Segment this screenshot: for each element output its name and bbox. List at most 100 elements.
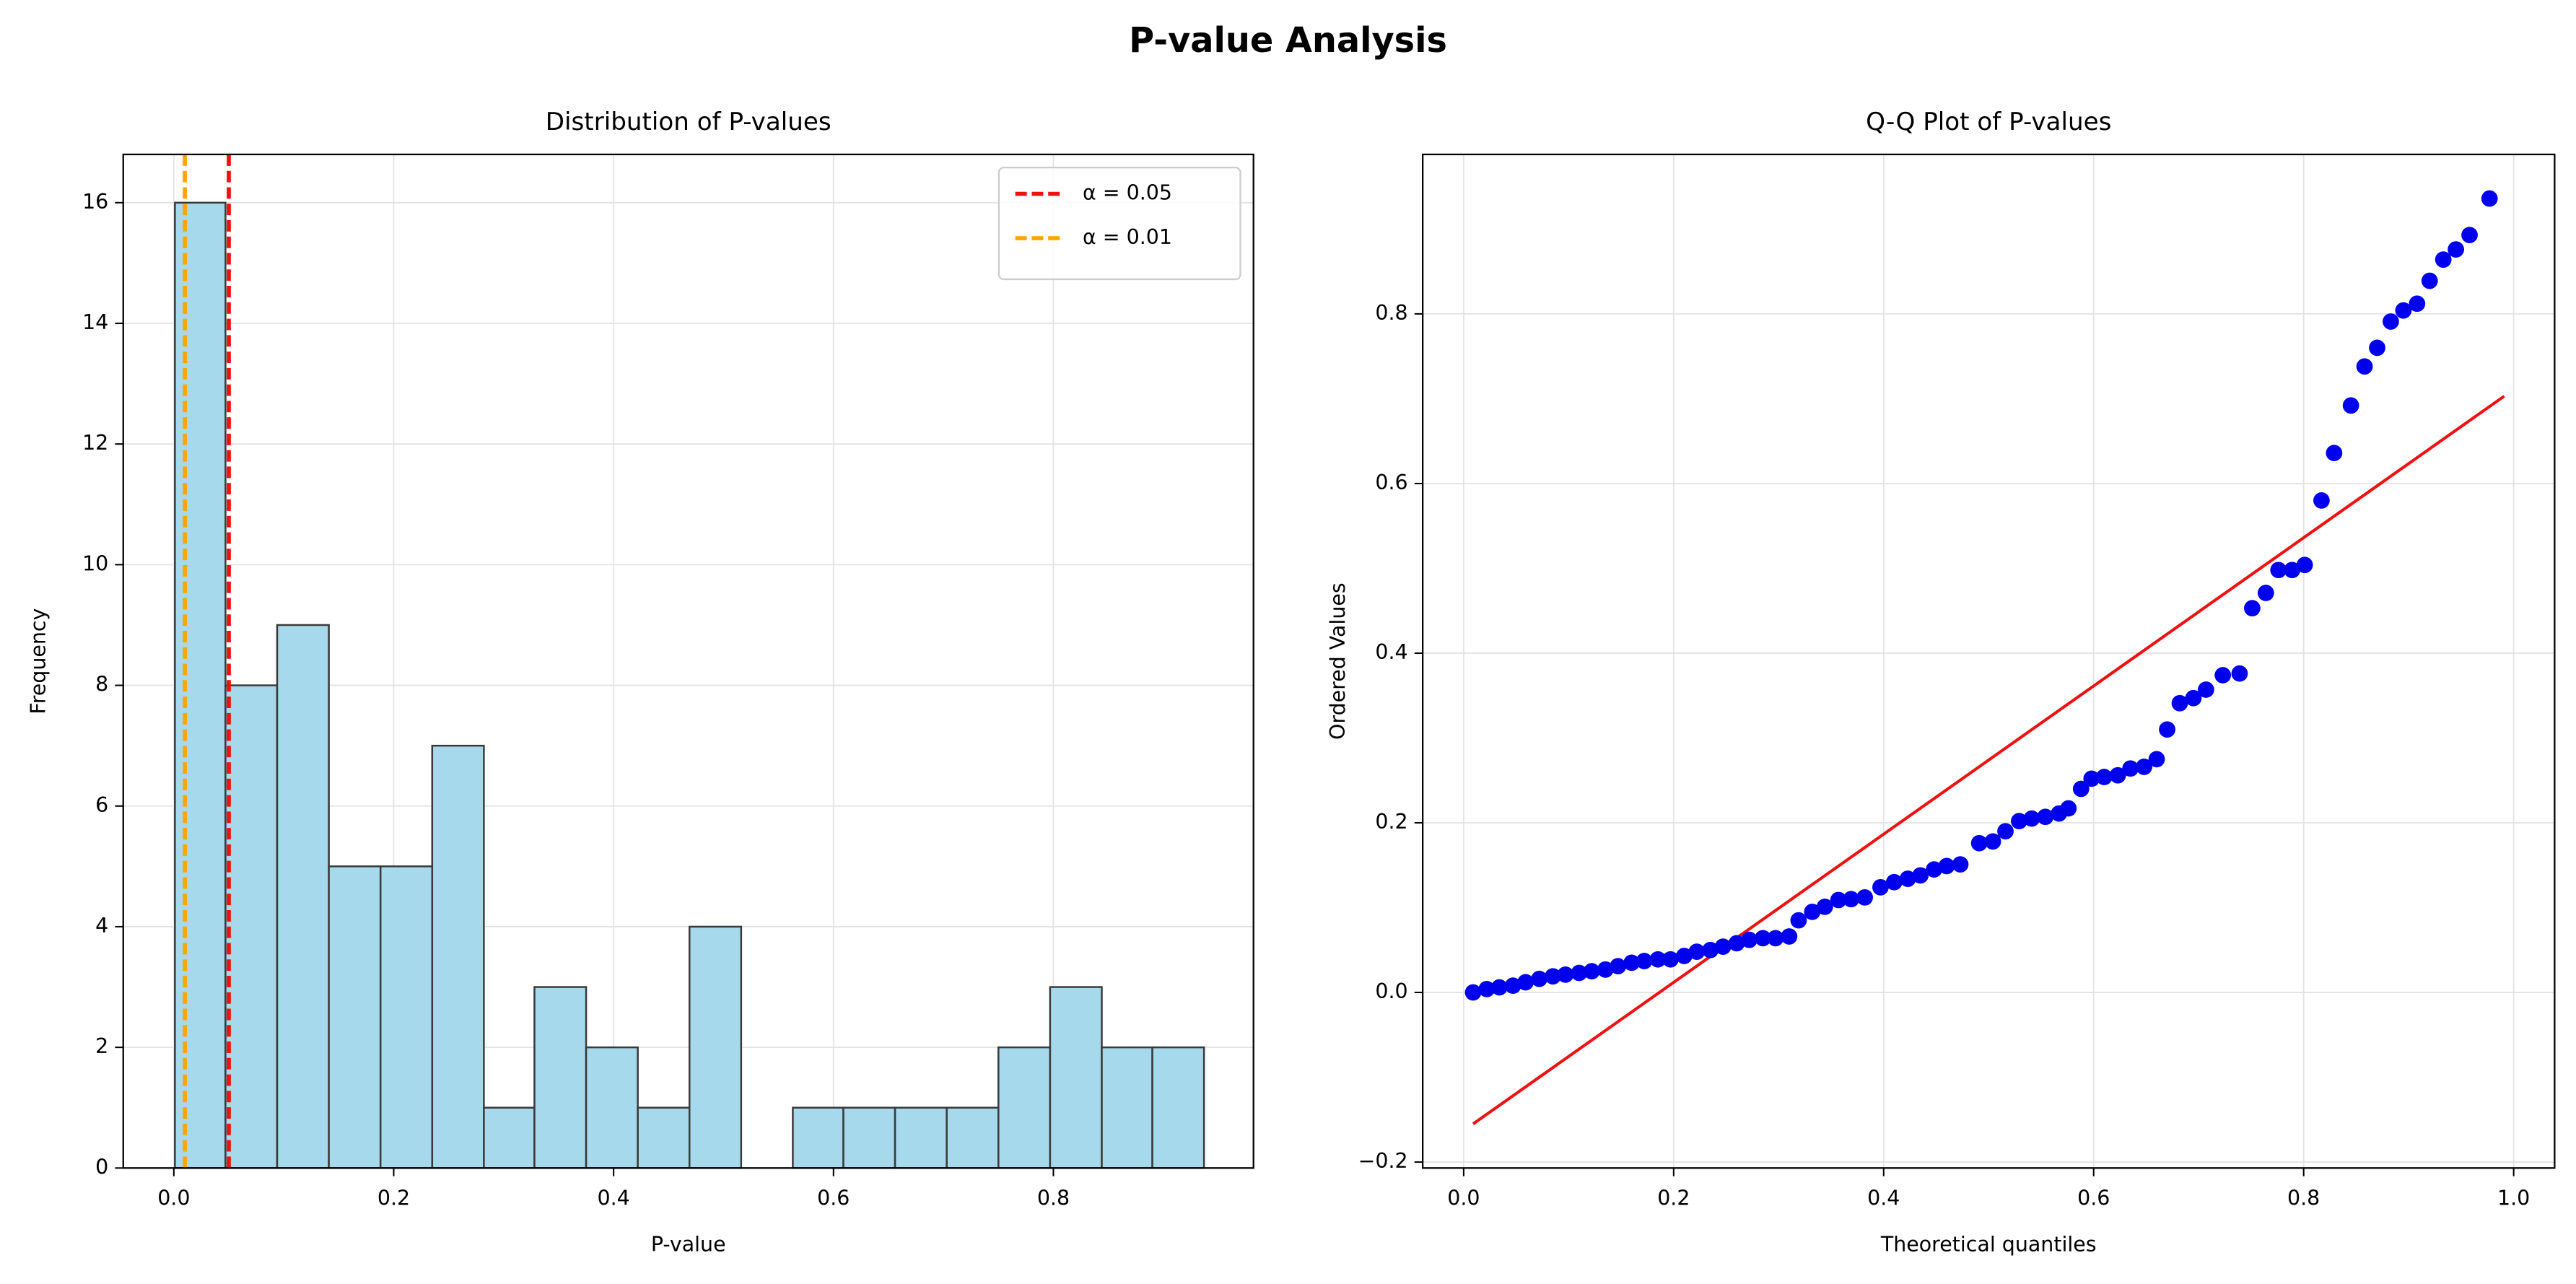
x-tick-label: 1.0 xyxy=(2497,1187,2530,1210)
y-tick-label: 2 xyxy=(95,1034,108,1058)
scatter-point xyxy=(1675,948,1693,964)
scatter-point xyxy=(2342,397,2359,414)
scatter-point xyxy=(1728,935,1745,952)
scatter-point xyxy=(1741,931,1758,948)
y-tick-label: 4 xyxy=(95,914,108,938)
scatter-point xyxy=(1885,873,1903,891)
y-tick-label: 8 xyxy=(95,673,108,696)
histogram-bar xyxy=(224,684,279,1169)
scatter-point xyxy=(2369,339,2385,357)
x-tick-label: 0.0 xyxy=(1447,1187,1480,1210)
scatter-point xyxy=(1531,970,1547,987)
scatter-point xyxy=(1804,904,1821,920)
y-tick-label: 12 xyxy=(82,431,108,455)
axes-title: Q-Q Plot of P-values xyxy=(1866,108,2111,136)
scatter-point xyxy=(2185,689,2202,707)
x-tick-label: 0.6 xyxy=(2077,1187,2110,1210)
y-tick-label: 0.4 xyxy=(1375,640,1407,664)
scatter-point xyxy=(1781,928,1798,945)
axes-frame xyxy=(1422,153,2556,1169)
y-tick-label: 0.2 xyxy=(1375,810,1407,834)
scatter-point xyxy=(1938,857,1955,875)
scatter-point xyxy=(1610,958,1627,974)
y-tick-label: 16 xyxy=(82,190,108,214)
scatter-point xyxy=(1830,891,1847,909)
histogram-bar xyxy=(431,744,485,1169)
y-axis-label: Frequency xyxy=(27,608,51,715)
histogram-bar xyxy=(585,1046,639,1169)
scatter-point xyxy=(2171,694,2188,712)
y-tick-label: −0.2 xyxy=(1358,1149,1408,1173)
scatter-point xyxy=(2060,800,2077,817)
scatter-point xyxy=(1571,964,1588,982)
scatter-point xyxy=(2284,562,2301,579)
histogram-bar xyxy=(533,986,588,1169)
x-axis-label: P-value xyxy=(651,1232,726,1256)
scatter-point xyxy=(1714,938,1732,955)
scatter-point xyxy=(2148,751,2165,768)
scatter-point xyxy=(1767,930,1784,947)
scatter-point xyxy=(1984,833,2001,850)
legend-label: α = 0.01 xyxy=(1083,225,1172,249)
scatter-point xyxy=(1816,898,1833,915)
figure-title: P-value Analysis xyxy=(1129,21,1447,61)
scatter-point xyxy=(2159,721,2175,738)
scatter-point xyxy=(2481,190,2498,207)
scatter-point xyxy=(1926,861,1942,878)
x-tick-label: 0.0 xyxy=(157,1187,190,1210)
scatter-point xyxy=(2448,241,2465,258)
scatter-point xyxy=(2037,808,2054,826)
axes-title: Distribution of P-values xyxy=(546,108,831,136)
scatter-point xyxy=(2326,445,2343,462)
scatter-point xyxy=(2409,295,2426,313)
histogram-bar xyxy=(328,865,382,1169)
scatter-point xyxy=(1912,867,1929,884)
scatter-point xyxy=(1490,979,1508,996)
scatter-point xyxy=(2435,251,2452,268)
scatter-point xyxy=(1755,930,1771,947)
scatter-point xyxy=(2383,313,2399,330)
scatter-point xyxy=(1517,974,1534,991)
scatter-point xyxy=(1557,966,1574,983)
scatter-point xyxy=(2122,760,2139,777)
scatter-point xyxy=(1856,889,1873,906)
scatter-point xyxy=(1843,891,1860,908)
fit-line xyxy=(1472,395,2505,1125)
scatter-point xyxy=(2109,767,2126,784)
x-tick-label: 0.8 xyxy=(1037,1187,1070,1210)
scatter-point xyxy=(1545,968,1561,985)
histogram-bar xyxy=(379,865,434,1169)
scatter-point xyxy=(2023,810,2040,827)
scatter-point xyxy=(2083,770,2100,787)
scatter-point xyxy=(1899,870,1916,887)
scatter-point xyxy=(1702,941,1719,958)
y-tick-label: 10 xyxy=(82,551,108,575)
y-tick-label: 14 xyxy=(82,310,108,334)
scatter-point xyxy=(2214,667,2232,684)
histogram-bar xyxy=(946,1106,1000,1169)
scatter-point xyxy=(2136,759,2152,775)
scatter-point xyxy=(2011,813,2027,830)
scatter-point xyxy=(2313,492,2330,509)
scatter-point xyxy=(1464,984,1482,1001)
scatter-point xyxy=(1623,954,1641,971)
x-tick-label: 0.6 xyxy=(817,1187,850,1210)
scatter-point xyxy=(1872,878,1889,896)
y-axis-label: Ordered Values xyxy=(1326,582,1350,740)
scatter-point xyxy=(1597,961,1614,978)
y-tick-label: 0.0 xyxy=(1375,979,1407,1003)
scatter-point xyxy=(2270,562,2287,579)
scatter-point xyxy=(2296,556,2313,574)
scatter-point xyxy=(2395,302,2412,319)
scatter-point xyxy=(2461,227,2478,243)
x-tick-label: 0.4 xyxy=(1867,1187,1900,1210)
y-tick-label: 6 xyxy=(95,793,108,817)
histogram-bar xyxy=(1049,986,1103,1169)
histogram-bar xyxy=(997,1046,1052,1169)
histogram-bar xyxy=(483,1106,536,1169)
scatter-point xyxy=(1997,823,2014,840)
scatter-point xyxy=(2257,585,2274,601)
x-tick-label: 0.2 xyxy=(377,1187,410,1210)
scatter-point xyxy=(1952,856,1969,873)
